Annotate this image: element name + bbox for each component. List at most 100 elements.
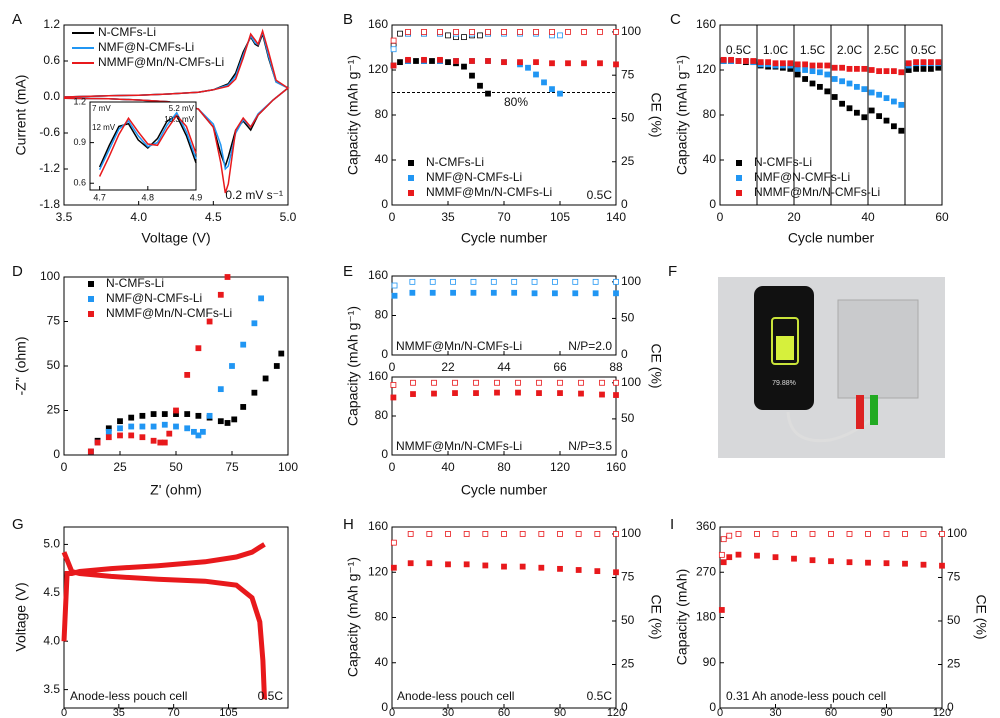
x-tick-label: 40 — [861, 210, 875, 224]
data-point — [846, 80, 853, 87]
data-point — [511, 289, 518, 296]
legend-label: NMMF@Mn/N-CMFs-Li — [426, 185, 552, 199]
plot-frame — [391, 275, 617, 356]
data-point — [817, 83, 823, 90]
legend-swatch — [408, 190, 414, 196]
x-tick-label: 0 — [389, 707, 395, 718]
ce-point — [501, 29, 507, 35]
ce-point — [846, 531, 853, 537]
data-point — [772, 554, 779, 561]
data-point — [613, 569, 619, 576]
x-tick-label: 35 — [441, 210, 455, 224]
data-point — [470, 289, 477, 296]
data-point — [802, 76, 808, 82]
data-point — [735, 551, 742, 558]
ce-point — [390, 539, 397, 546]
legend-swatch — [408, 175, 414, 181]
data-point — [913, 59, 919, 66]
y-tick-label: 160 — [368, 519, 388, 533]
data-point — [549, 60, 555, 67]
x-tick-label: 88 — [609, 360, 623, 374]
segment-label: 0.5C — [726, 43, 752, 57]
x-tick-label: 0 — [61, 707, 67, 718]
y-tick-label: 40 — [375, 152, 389, 166]
y2-tick-label: 0 — [947, 700, 954, 714]
x-tick-label: 4.5 — [205, 210, 222, 224]
ce-point — [594, 531, 601, 537]
annotation: 0.2 mV s⁻¹ — [225, 188, 283, 202]
x-tick-label: 22 — [441, 360, 455, 374]
legend-swatch — [736, 190, 742, 196]
data-point — [828, 558, 834, 565]
data-point — [883, 68, 890, 75]
data-point — [720, 559, 727, 566]
panel-label: E — [343, 263, 353, 280]
data-point — [105, 434, 112, 441]
y2-tick-label: 25 — [947, 657, 961, 671]
y-axis-title: Capacity (mAh g⁻¹) — [345, 55, 361, 175]
y-tick-label: 160 — [368, 369, 388, 383]
legend-label: N-CMFs-Li — [98, 25, 156, 39]
plot-frame — [719, 526, 943, 709]
data-point — [613, 290, 619, 297]
data-point — [485, 58, 491, 64]
y2-tick-label: 50 — [621, 111, 635, 125]
data-point — [928, 59, 934, 66]
data-point — [817, 69, 823, 76]
data-point — [817, 62, 823, 69]
y2-tick-label: 50 — [621, 411, 635, 425]
segment-label: 0.5C — [911, 43, 937, 57]
y2-tick-label: 0 — [621, 347, 628, 361]
panel-label: F — [668, 263, 677, 280]
chart-panel: 3.5 4.0 4.5 5.0 -1.8 -1.2 -0.6 0.0 0.6 1.2 N-CMFs-… — [12, 11, 297, 246]
data-point — [541, 79, 547, 86]
data-point — [452, 390, 458, 396]
data-point — [854, 65, 860, 72]
y-tick-label: 0 — [709, 700, 716, 714]
data-point — [117, 418, 123, 425]
data-point — [461, 63, 467, 70]
data-point — [861, 86, 868, 93]
y-tick-label: 3.5 — [43, 682, 60, 696]
x-tick-label: 30 — [442, 707, 454, 718]
y2-axis-title: CE (%) — [648, 343, 664, 388]
y-tick-label: 120 — [696, 62, 716, 76]
x-tick-label: 0 — [717, 210, 724, 224]
data-point — [258, 295, 265, 302]
data-point — [195, 412, 202, 419]
x-tick-label: 5.0 — [280, 210, 297, 224]
y2-tick-label: 75 — [621, 570, 635, 584]
data-point — [876, 68, 882, 75]
y-tick-label: 0.6 — [43, 53, 60, 67]
ce-point — [533, 29, 539, 35]
y-tick-label: 160 — [368, 17, 388, 31]
legend-label: NMMF@Mn/N-CMFs-Li — [106, 306, 232, 320]
data-point — [599, 391, 605, 398]
y-tick-label: 0 — [709, 197, 716, 211]
legend-swatch — [736, 160, 742, 166]
data-point — [531, 290, 538, 297]
ce-point — [485, 29, 491, 35]
annotation: NMMF@Mn/N-CMFs-Li — [396, 339, 522, 353]
data-point — [735, 58, 742, 64]
battery-icon — [771, 317, 799, 365]
y-tick-label: 40 — [375, 655, 389, 669]
data-point — [117, 425, 123, 432]
x-tick-label: 60 — [935, 210, 949, 224]
segment-label: 1.5C — [800, 43, 826, 57]
series-line — [98, 114, 197, 168]
ce-point — [735, 531, 742, 537]
data-point — [429, 58, 435, 64]
ce-point — [597, 29, 603, 35]
data-point — [575, 567, 582, 573]
data-point — [902, 560, 908, 567]
y-tick-label: 270 — [696, 564, 716, 578]
y-tick-label: 120 — [368, 564, 388, 578]
y-tick-label: 25 — [47, 403, 61, 417]
y-axis-title: Capacity (mAh) — [674, 569, 690, 665]
data-point — [240, 404, 247, 410]
data-point — [477, 82, 483, 89]
x-tick-label: 25 — [113, 460, 127, 474]
y-tick-label: 360 — [696, 519, 716, 533]
